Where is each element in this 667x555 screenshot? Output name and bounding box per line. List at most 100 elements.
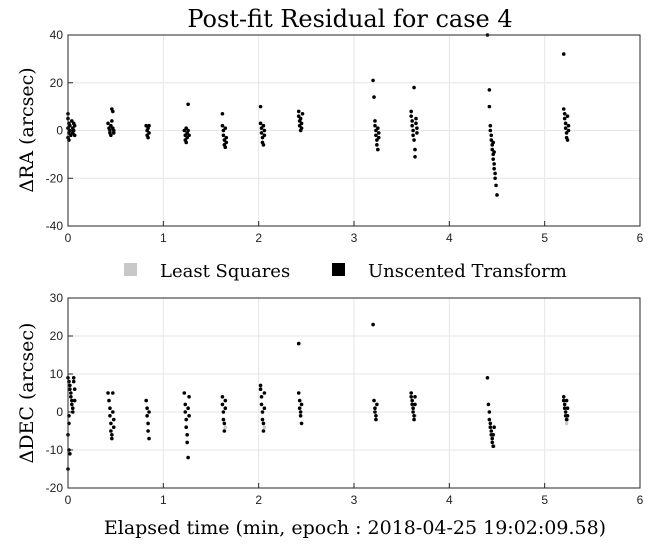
dec-point-unscented-transform	[223, 398, 228, 403]
dec-y-tick-label: 10	[50, 367, 64, 381]
ra-point-unscented-transform	[563, 121, 568, 126]
ra-x-tick-label: 6	[637, 231, 644, 245]
ra-point-unscented-transform	[300, 111, 305, 116]
dec-point-unscented-transform	[259, 395, 264, 399]
dec-x-tick-label: 1	[160, 493, 167, 507]
dec-point-unscented-transform	[146, 421, 150, 426]
dec-point-unscented-transform	[373, 406, 377, 411]
dec-point-unscented-transform	[412, 417, 416, 422]
ra-point-unscented-transform	[562, 111, 567, 116]
dec-point-unscented-transform	[186, 406, 190, 411]
dec-point-unscented-transform	[108, 406, 112, 411]
dec-point-unscented-transform	[70, 398, 74, 403]
ra-y-axis-label: ΔRA (arcsec)	[16, 67, 38, 192]
dec-point-unscented-transform	[71, 379, 76, 384]
ra-tick-labels: 0 1 2 3 4 5 6 -40 -20 0 20 40	[46, 28, 644, 245]
ra-point-unscented-transform	[373, 119, 377, 123]
ra-point-unscented-transform	[147, 123, 151, 128]
dec-point-unscented-transform	[561, 395, 566, 399]
dec-point-unscented-transform	[297, 406, 302, 411]
dec-point-unscented-transform	[187, 395, 191, 399]
dec-point-unscented-transform	[487, 417, 492, 422]
ra-point-unscented-transform	[566, 123, 571, 128]
ra-point-unscented-transform	[409, 109, 414, 114]
ra-point-unscented-transform	[561, 107, 566, 111]
ra-y-tick-label: 40	[50, 28, 64, 42]
dec-point-unscented-transform	[107, 398, 111, 403]
dec-point-unscented-transform	[562, 406, 567, 411]
dec-point-unscented-transform	[68, 383, 72, 388]
dec-y-tick-label: -20	[46, 481, 64, 495]
dec-point-unscented-transform	[221, 417, 226, 422]
dec-point-unscented-transform	[486, 402, 491, 407]
dec-point-unscented-transform	[111, 425, 116, 430]
ra-point-unscented-transform	[491, 140, 495, 145]
legend-swatch-unscented-transform	[332, 263, 345, 276]
ra-point-unscented-transform	[186, 128, 190, 133]
dec-point-unscented-transform	[373, 410, 377, 414]
ra-point-unscented-transform	[415, 126, 419, 130]
dec-point-unscented-transform	[411, 410, 415, 414]
ra-data-points	[66, 33, 571, 197]
ra-point-unscented-transform	[221, 133, 226, 138]
dec-point-unscented-transform	[298, 414, 303, 418]
dec-point-unscented-transform	[298, 410, 303, 414]
dec-point-unscented-transform	[491, 433, 495, 437]
dec-x-tick-label: 6	[637, 493, 644, 507]
dec-plot: 0 1 2 3 4 5 6 -20 -10 0 10 20 30 ΔDEC (arcsec) Elaps…	[16, 291, 644, 539]
dec-point-unscented-transform	[261, 429, 266, 433]
ra-point-unscented-transform	[411, 133, 415, 138]
ra-point-unscented-transform	[565, 138, 570, 142]
dec-point-unscented-transform	[413, 402, 417, 407]
dec-point-unscented-transform	[259, 402, 264, 407]
dec-point-unscented-transform	[147, 436, 151, 441]
dec-point-unscented-transform	[409, 395, 414, 399]
ra-y-tick-label: 20	[50, 76, 64, 90]
ra-point-unscented-transform	[376, 126, 380, 130]
legend-label-least-squares: Least Squares	[160, 261, 290, 282]
ra-point-unscented-transform	[261, 123, 266, 128]
dec-point-unscented-transform	[258, 383, 263, 388]
dec-point-unscented-transform	[110, 433, 114, 437]
dec-x-tick-label: 4	[446, 493, 453, 507]
dec-point-unscented-transform	[375, 402, 379, 407]
dec-point-unscented-transform	[223, 406, 228, 411]
ra-point-unscented-transform	[147, 131, 151, 135]
dec-data-points	[66, 322, 570, 471]
dec-point-unscented-transform	[144, 398, 148, 403]
dec-point-unscented-transform	[565, 414, 570, 418]
dec-point-unscented-transform	[187, 414, 191, 418]
dec-point-unscented-transform	[145, 406, 149, 411]
x-axis-label: Elapsed time (min, epoch : 2018-04-25 19…	[104, 517, 606, 539]
ra-point-unscented-transform	[375, 143, 379, 147]
dec-point-unscented-transform	[563, 410, 568, 414]
ra-point-unscented-transform	[72, 123, 77, 128]
dec-point-unscented-transform	[488, 421, 493, 426]
ra-gridlines	[67, 34, 641, 227]
dec-point-unscented-transform	[69, 395, 73, 399]
ra-point-unscented-transform	[71, 128, 76, 133]
dec-x-tick-label: 3	[351, 493, 358, 507]
ra-point-unscented-transform	[565, 114, 570, 118]
dec-point-unscented-transform	[490, 440, 495, 445]
ra-point-unscented-transform	[184, 140, 189, 145]
dec-point-unscented-transform	[296, 391, 301, 395]
dec-point-unscented-transform	[410, 402, 414, 407]
ra-point-unscented-transform	[111, 131, 116, 135]
ra-point-unscented-transform	[494, 183, 498, 188]
dec-point-unscented-transform	[564, 398, 569, 403]
ra-plot-frame	[67, 34, 641, 227]
ra-x-tick-label: 5	[541, 231, 548, 245]
ra-x-tick-label: 3	[351, 231, 358, 245]
dec-gridlines	[67, 297, 641, 489]
dec-point-unscented-transform	[260, 417, 265, 422]
dec-point-unscented-transform	[262, 406, 267, 411]
ra-point-unscented-transform	[372, 95, 376, 99]
ra-point-unscented-transform	[412, 85, 416, 90]
ra-point-unscented-transform	[109, 133, 113, 138]
dec-point-unscented-transform	[111, 410, 115, 414]
ra-point-unscented-transform	[110, 119, 114, 123]
dec-point-unscented-transform	[258, 387, 263, 392]
dec-y-axis-label: ΔDEC (arcsec)	[16, 323, 38, 464]
